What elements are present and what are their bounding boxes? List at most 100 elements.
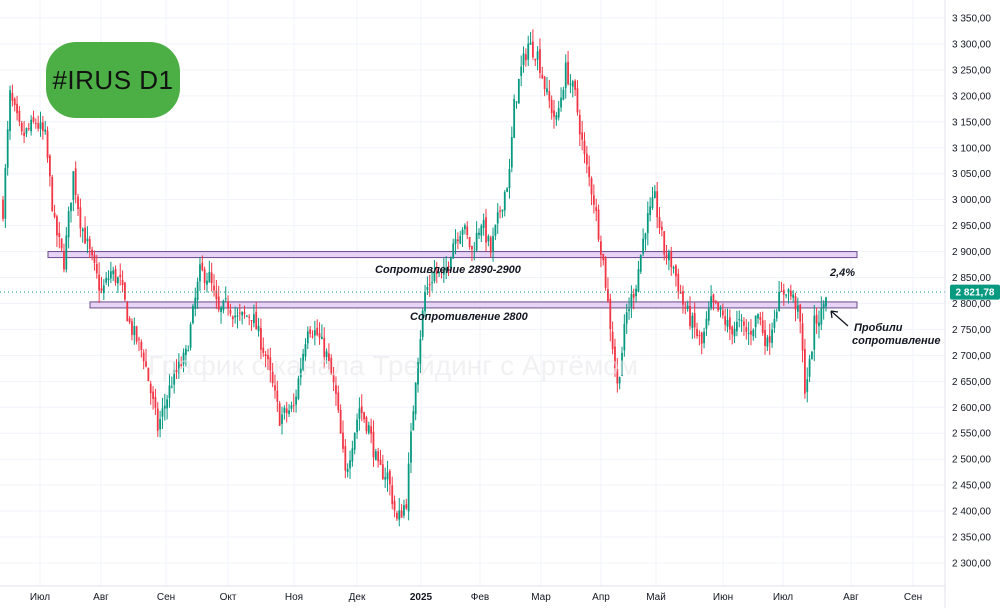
candle-up — [808, 354, 811, 382]
candle-up — [487, 234, 490, 247]
candle-down — [567, 50, 569, 86]
candle-down — [152, 386, 154, 410]
candle-down — [365, 415, 368, 435]
candle-down — [700, 331, 703, 355]
candle-down — [46, 126, 49, 163]
candle-down — [330, 354, 333, 376]
candle-down — [292, 393, 295, 413]
candle-up — [733, 321, 736, 343]
candle-down — [271, 362, 274, 388]
candle-down — [201, 255, 204, 272]
candle-up — [438, 271, 441, 277]
candle-up — [220, 305, 222, 324]
candle-down — [11, 84, 14, 107]
y-tick-label: 2 500,00 — [952, 455, 991, 466]
candle-down — [468, 236, 471, 250]
candle-down — [337, 385, 340, 413]
candle-down — [595, 198, 598, 222]
candle-up — [637, 260, 640, 293]
candle-down — [588, 155, 591, 187]
last-price-tag: 2 821,78 — [950, 284, 1000, 300]
candle-down — [255, 301, 258, 330]
candles — [2, 29, 827, 527]
candle-down — [41, 116, 44, 140]
candle-down — [466, 221, 469, 239]
candle-down — [23, 121, 26, 143]
candle-down — [440, 270, 443, 279]
candle-up — [208, 260, 211, 283]
y-tick-label: 2 650,00 — [952, 377, 991, 388]
candle-down — [782, 283, 785, 306]
x-axis: Июл Авг Сен Окт Ноя Дек 2025 Фев Мар Апр Май Июн Июл… — [30, 592, 922, 603]
candle-up — [747, 321, 750, 345]
candle-up — [527, 35, 530, 66]
candle-up — [649, 197, 652, 222]
candle-up — [386, 460, 389, 492]
candle-up — [686, 300, 689, 312]
candle-up — [206, 272, 208, 293]
candle-up — [412, 405, 415, 431]
resistance-zone — [89, 301, 858, 309]
candle-up — [635, 284, 637, 303]
candle-up — [529, 31, 532, 45]
candle-down — [269, 347, 272, 383]
candle-up — [510, 126, 513, 173]
candle-up — [112, 266, 115, 281]
candle-down — [370, 418, 373, 444]
candle-up — [245, 314, 248, 318]
candle-up — [754, 315, 757, 338]
candle-up — [295, 389, 297, 413]
candle-down — [20, 120, 23, 136]
candle-up — [494, 224, 497, 241]
candle-up — [184, 344, 187, 367]
candle-down — [717, 301, 720, 312]
candle-up — [297, 375, 300, 401]
candle-down — [592, 184, 595, 214]
percent-annotation: 2,4% — [829, 267, 855, 279]
candle-down — [548, 80, 551, 109]
candle-up — [482, 213, 485, 236]
candle-up — [407, 452, 410, 521]
candle-up — [691, 312, 694, 339]
candle-down — [585, 145, 588, 174]
candle-down — [344, 439, 347, 479]
candle-up — [374, 448, 377, 461]
candle-up — [806, 367, 809, 403]
candle-up — [560, 87, 562, 112]
x-tick-label: Окт — [220, 592, 237, 603]
candle-up — [778, 281, 781, 312]
candle-up — [625, 303, 628, 335]
candle-up — [621, 346, 623, 376]
candle-up — [562, 86, 565, 101]
candle-up — [506, 187, 509, 193]
candle-down — [332, 366, 335, 392]
candle-up — [785, 294, 788, 299]
candle-up — [787, 288, 790, 304]
candle-up — [196, 277, 199, 310]
candle-down — [553, 100, 555, 129]
x-tick-label: Июл — [773, 592, 793, 603]
candle-up — [283, 405, 286, 420]
candle-down — [534, 58, 537, 66]
candle-down — [768, 323, 771, 355]
candle-down — [789, 284, 792, 301]
candle-down — [227, 295, 229, 316]
candle-down — [539, 38, 541, 79]
candle-down — [126, 300, 129, 322]
candle-down — [77, 193, 79, 217]
candle-down — [400, 504, 403, 518]
candle-down — [731, 325, 734, 345]
candle-down — [750, 319, 752, 346]
candle-down — [724, 308, 727, 332]
candle-up — [513, 94, 516, 139]
candle-down — [278, 400, 281, 427]
candle-down — [583, 132, 586, 164]
candle-down — [693, 302, 696, 339]
candle-up — [102, 279, 105, 300]
candle-down — [524, 48, 527, 67]
candle-down — [794, 292, 797, 322]
candle-up — [65, 227, 68, 273]
candle-up — [740, 313, 743, 332]
candle-up — [4, 163, 7, 229]
